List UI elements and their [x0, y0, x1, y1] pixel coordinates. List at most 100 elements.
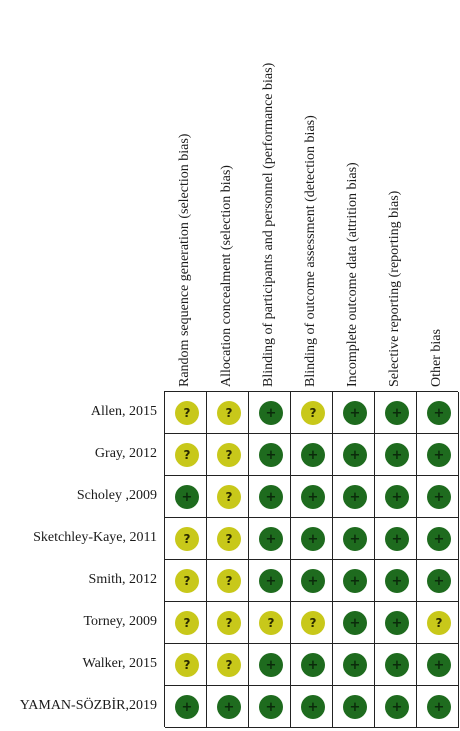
- grid-cell: +: [333, 602, 375, 644]
- grid-cell: +: [249, 476, 291, 518]
- low-risk-icon: +: [301, 485, 325, 509]
- unclear-risk-icon: ?: [217, 485, 241, 509]
- grid-cell: ?: [207, 518, 249, 560]
- grid-cell: ?: [207, 602, 249, 644]
- low-risk-icon: +: [385, 401, 409, 425]
- unclear-risk-icon: ?: [259, 611, 283, 635]
- grid-cell: +: [249, 644, 291, 686]
- low-risk-icon: +: [427, 485, 451, 509]
- grid-cell: +: [333, 644, 375, 686]
- grid-cell: +: [375, 602, 417, 644]
- grid-cell: ?: [207, 434, 249, 476]
- low-risk-icon: +: [385, 485, 409, 509]
- grid-cell: ?: [207, 560, 249, 602]
- grid-cell: +: [333, 686, 375, 728]
- low-risk-icon: +: [427, 527, 451, 551]
- grid-cell: +: [165, 686, 207, 728]
- grid-cell: +: [291, 434, 333, 476]
- grid-cell: +: [333, 560, 375, 602]
- low-risk-icon: +: [385, 569, 409, 593]
- column-label: Allocation concealment (selection bias): [219, 165, 234, 387]
- grid-cell: +: [207, 686, 249, 728]
- unclear-risk-icon: ?: [175, 527, 199, 551]
- unclear-risk-icon: ?: [175, 653, 199, 677]
- low-risk-icon: +: [301, 653, 325, 677]
- grid-cell: ?: [165, 602, 207, 644]
- grid-cell: ?: [207, 392, 249, 434]
- study-label: YAMAN-SÖZBİR,2019: [19, 698, 157, 713]
- unclear-risk-icon: ?: [217, 401, 241, 425]
- low-risk-icon: +: [343, 611, 367, 635]
- grid-cell: ?: [417, 602, 459, 644]
- grid-cell: ?: [291, 392, 333, 434]
- low-risk-icon: +: [259, 527, 283, 551]
- low-risk-icon: +: [343, 401, 367, 425]
- unclear-risk-icon: ?: [175, 443, 199, 467]
- study-label: Torney, 2009: [83, 614, 157, 629]
- grid-cell: +: [333, 476, 375, 518]
- grid-cell: ?: [165, 434, 207, 476]
- low-risk-icon: +: [343, 653, 367, 677]
- grid-cell: +: [291, 560, 333, 602]
- unclear-risk-icon: ?: [175, 401, 199, 425]
- column-label: Selective reporting (reporting bias): [387, 190, 402, 387]
- grid-cell: ?: [165, 560, 207, 602]
- grid-cell: +: [417, 392, 459, 434]
- low-risk-icon: +: [385, 611, 409, 635]
- column-label: Random sequence generation (selection bi…: [177, 133, 192, 387]
- grid-cell: +: [291, 518, 333, 560]
- grid-cell: +: [249, 560, 291, 602]
- unclear-risk-icon: ?: [217, 569, 241, 593]
- unclear-risk-icon: ?: [217, 443, 241, 467]
- low-risk-icon: +: [259, 401, 283, 425]
- grid-cell: +: [375, 434, 417, 476]
- low-risk-icon: +: [175, 485, 199, 509]
- low-risk-icon: +: [427, 653, 451, 677]
- grid-cell: +: [333, 518, 375, 560]
- grid-cell: +: [291, 686, 333, 728]
- low-risk-icon: +: [301, 569, 325, 593]
- unclear-risk-icon: ?: [217, 611, 241, 635]
- study-label: Scholey ,2009: [76, 488, 157, 503]
- low-risk-icon: +: [343, 443, 367, 467]
- study-label: Gray, 2012: [94, 446, 157, 461]
- grid-cell: +: [417, 686, 459, 728]
- grid-cell: +: [375, 518, 417, 560]
- grid-cell: +: [417, 518, 459, 560]
- grid-cell: ?: [165, 644, 207, 686]
- grid-cell: +: [417, 560, 459, 602]
- grid-cell: +: [291, 476, 333, 518]
- grid-cell: +: [417, 434, 459, 476]
- unclear-risk-icon: ?: [175, 569, 199, 593]
- column-label: Other bias: [429, 329, 444, 387]
- low-risk-icon: +: [385, 653, 409, 677]
- low-risk-icon: +: [427, 443, 451, 467]
- low-risk-icon: +: [301, 695, 325, 719]
- study-label: Walker, 2015: [82, 656, 157, 671]
- grid-cell: +: [417, 644, 459, 686]
- column-label: Blinding of participants and personnel (…: [261, 62, 276, 387]
- grid-cell: +: [249, 518, 291, 560]
- grid-cell: +: [375, 392, 417, 434]
- low-risk-icon: +: [301, 443, 325, 467]
- low-risk-icon: +: [259, 569, 283, 593]
- grid-cell: +: [375, 644, 417, 686]
- unclear-risk-icon: ?: [301, 401, 325, 425]
- low-risk-icon: +: [259, 443, 283, 467]
- low-risk-icon: +: [259, 653, 283, 677]
- low-risk-icon: +: [259, 485, 283, 509]
- low-risk-icon: +: [343, 695, 367, 719]
- low-risk-icon: +: [175, 695, 199, 719]
- unclear-risk-icon: ?: [301, 611, 325, 635]
- grid-cell: +: [333, 434, 375, 476]
- low-risk-icon: +: [217, 695, 241, 719]
- column-label: Blinding of outcome assessment (detectio…: [303, 115, 318, 387]
- low-risk-icon: +: [301, 527, 325, 551]
- grid-cell: ?: [207, 476, 249, 518]
- unclear-risk-icon: ?: [217, 527, 241, 551]
- low-risk-icon: +: [343, 569, 367, 593]
- low-risk-icon: +: [427, 401, 451, 425]
- low-risk-icon: +: [343, 485, 367, 509]
- column-label: Incomplete outcome data (attrition bias): [345, 162, 360, 387]
- low-risk-icon: +: [385, 443, 409, 467]
